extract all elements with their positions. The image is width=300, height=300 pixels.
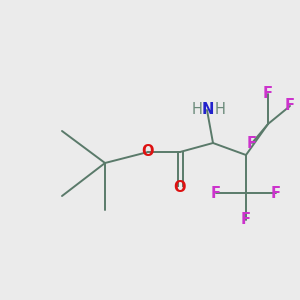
Text: F: F bbox=[247, 136, 257, 151]
Text: N: N bbox=[202, 103, 214, 118]
Text: O: O bbox=[174, 179, 186, 194]
Text: F: F bbox=[211, 185, 221, 200]
Text: H: H bbox=[214, 103, 225, 118]
Text: F: F bbox=[271, 185, 281, 200]
Text: F: F bbox=[285, 98, 295, 113]
Text: H: H bbox=[192, 103, 203, 118]
Text: F: F bbox=[241, 212, 251, 227]
Text: O: O bbox=[142, 143, 154, 158]
Text: F: F bbox=[263, 86, 273, 101]
